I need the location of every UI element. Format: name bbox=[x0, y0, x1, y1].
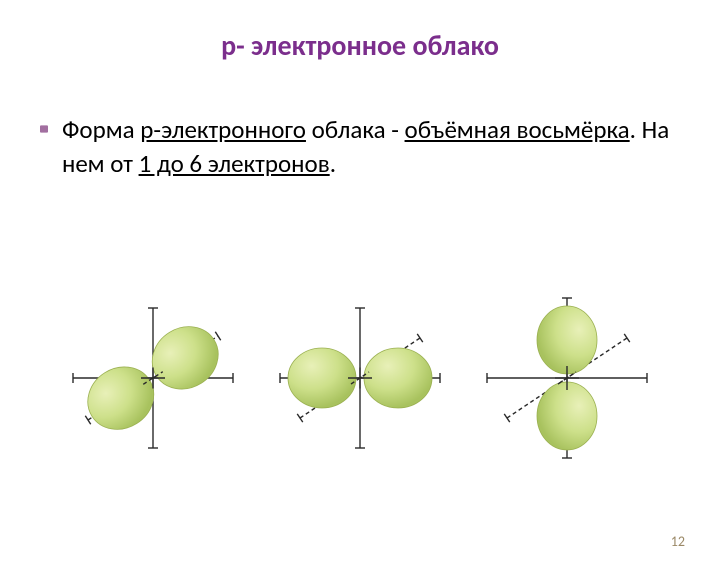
bullet-list: Форма p-электронного облака - объёмная в… bbox=[40, 113, 680, 181]
bullet-dot-icon bbox=[40, 125, 48, 132]
orbital-diagrams bbox=[50, 278, 670, 478]
page-number: 12 bbox=[671, 533, 685, 550]
p-orbital-x-diagonal bbox=[58, 283, 248, 473]
page-title: p- электронное облако bbox=[0, 28, 720, 63]
p-orbital-y-horizontal bbox=[265, 283, 455, 473]
bullet-item: Форма p-электронного облака - объёмная в… bbox=[40, 113, 680, 181]
p-orbital-z-vertical bbox=[472, 283, 662, 473]
bullet-text: Форма p-электронного облака - объёмная в… bbox=[62, 113, 680, 181]
